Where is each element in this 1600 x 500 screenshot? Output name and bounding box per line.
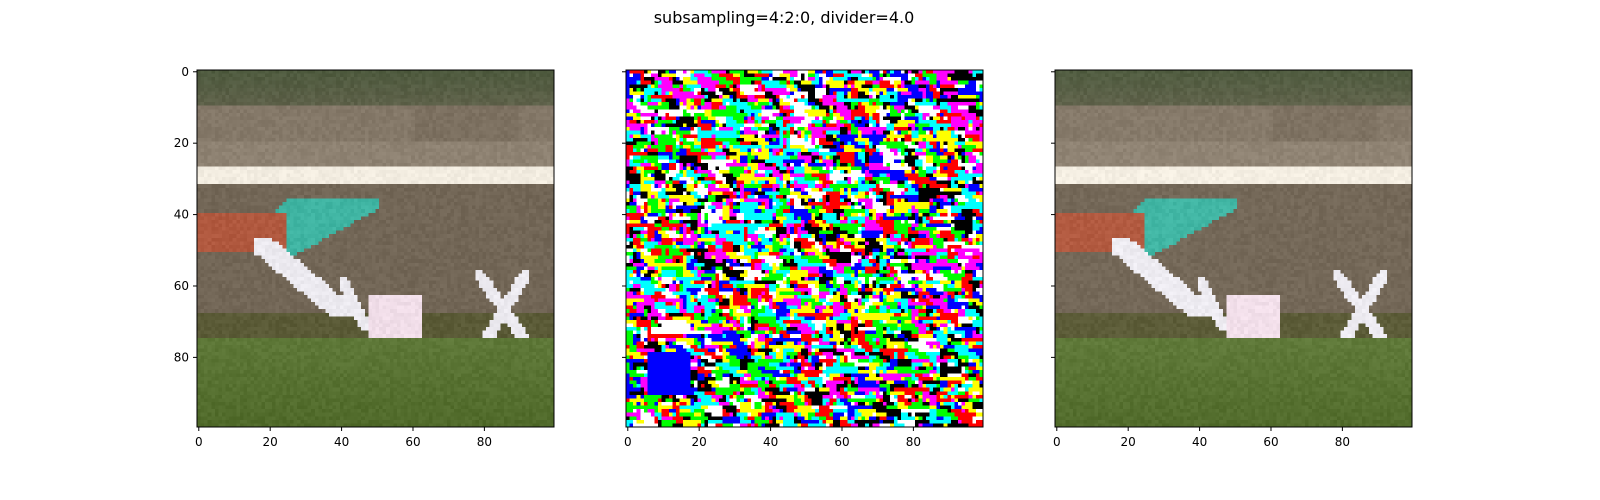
middle-x-tick-label: 0 (624, 435, 632, 449)
right-x-tick-label: 60 (1263, 435, 1278, 449)
left-y-tick-label: 20 (174, 136, 189, 150)
figure-title: subsampling=4:2:0, divider=4.0 (654, 8, 915, 27)
right-x-tick-label: 40 (1192, 435, 1207, 449)
middle-x-tick-label: 40 (763, 435, 778, 449)
left-y-tick-label: 40 (174, 208, 189, 222)
left-x-tick-label: 60 (405, 435, 420, 449)
left-y-tick-label: 0 (181, 65, 189, 79)
middle-x-tick-label: 60 (834, 435, 849, 449)
right-axes-frame (1054, 69, 1413, 428)
right-image-panel: 0 20 40 60 80 (1051, 69, 1413, 449)
left-x-tick-label: 20 (263, 435, 278, 449)
left-image (197, 70, 555, 428)
middle-image-panel: 0 20 40 60 80 (622, 69, 984, 449)
panels: 0 20 40 60 80 0 20 40 60 80 0 20 40 60 80 0 20 40 60 80 (174, 65, 1413, 449)
middle-x-tick-label: 20 (692, 435, 707, 449)
right-x-tick-label: 0 (1053, 435, 1061, 449)
right-image (1055, 70, 1413, 428)
right-x-tick-label: 20 (1121, 435, 1136, 449)
left-y-tick-label: 60 (174, 279, 189, 293)
left-image-panel: 0 20 40 60 80 0 20 40 60 80 (174, 65, 555, 449)
middle-image (626, 70, 984, 428)
left-x-tick-label: 80 (477, 435, 492, 449)
left-x-tick-label: 0 (195, 435, 203, 449)
right-x-tick-label: 80 (1335, 435, 1350, 449)
left-y-tick-label: 80 (174, 350, 189, 364)
middle-x-tick-label: 80 (906, 435, 921, 449)
left-x-tick-label: 40 (334, 435, 349, 449)
left-axes-frame (196, 69, 555, 428)
middle-axes-frame (625, 69, 984, 428)
